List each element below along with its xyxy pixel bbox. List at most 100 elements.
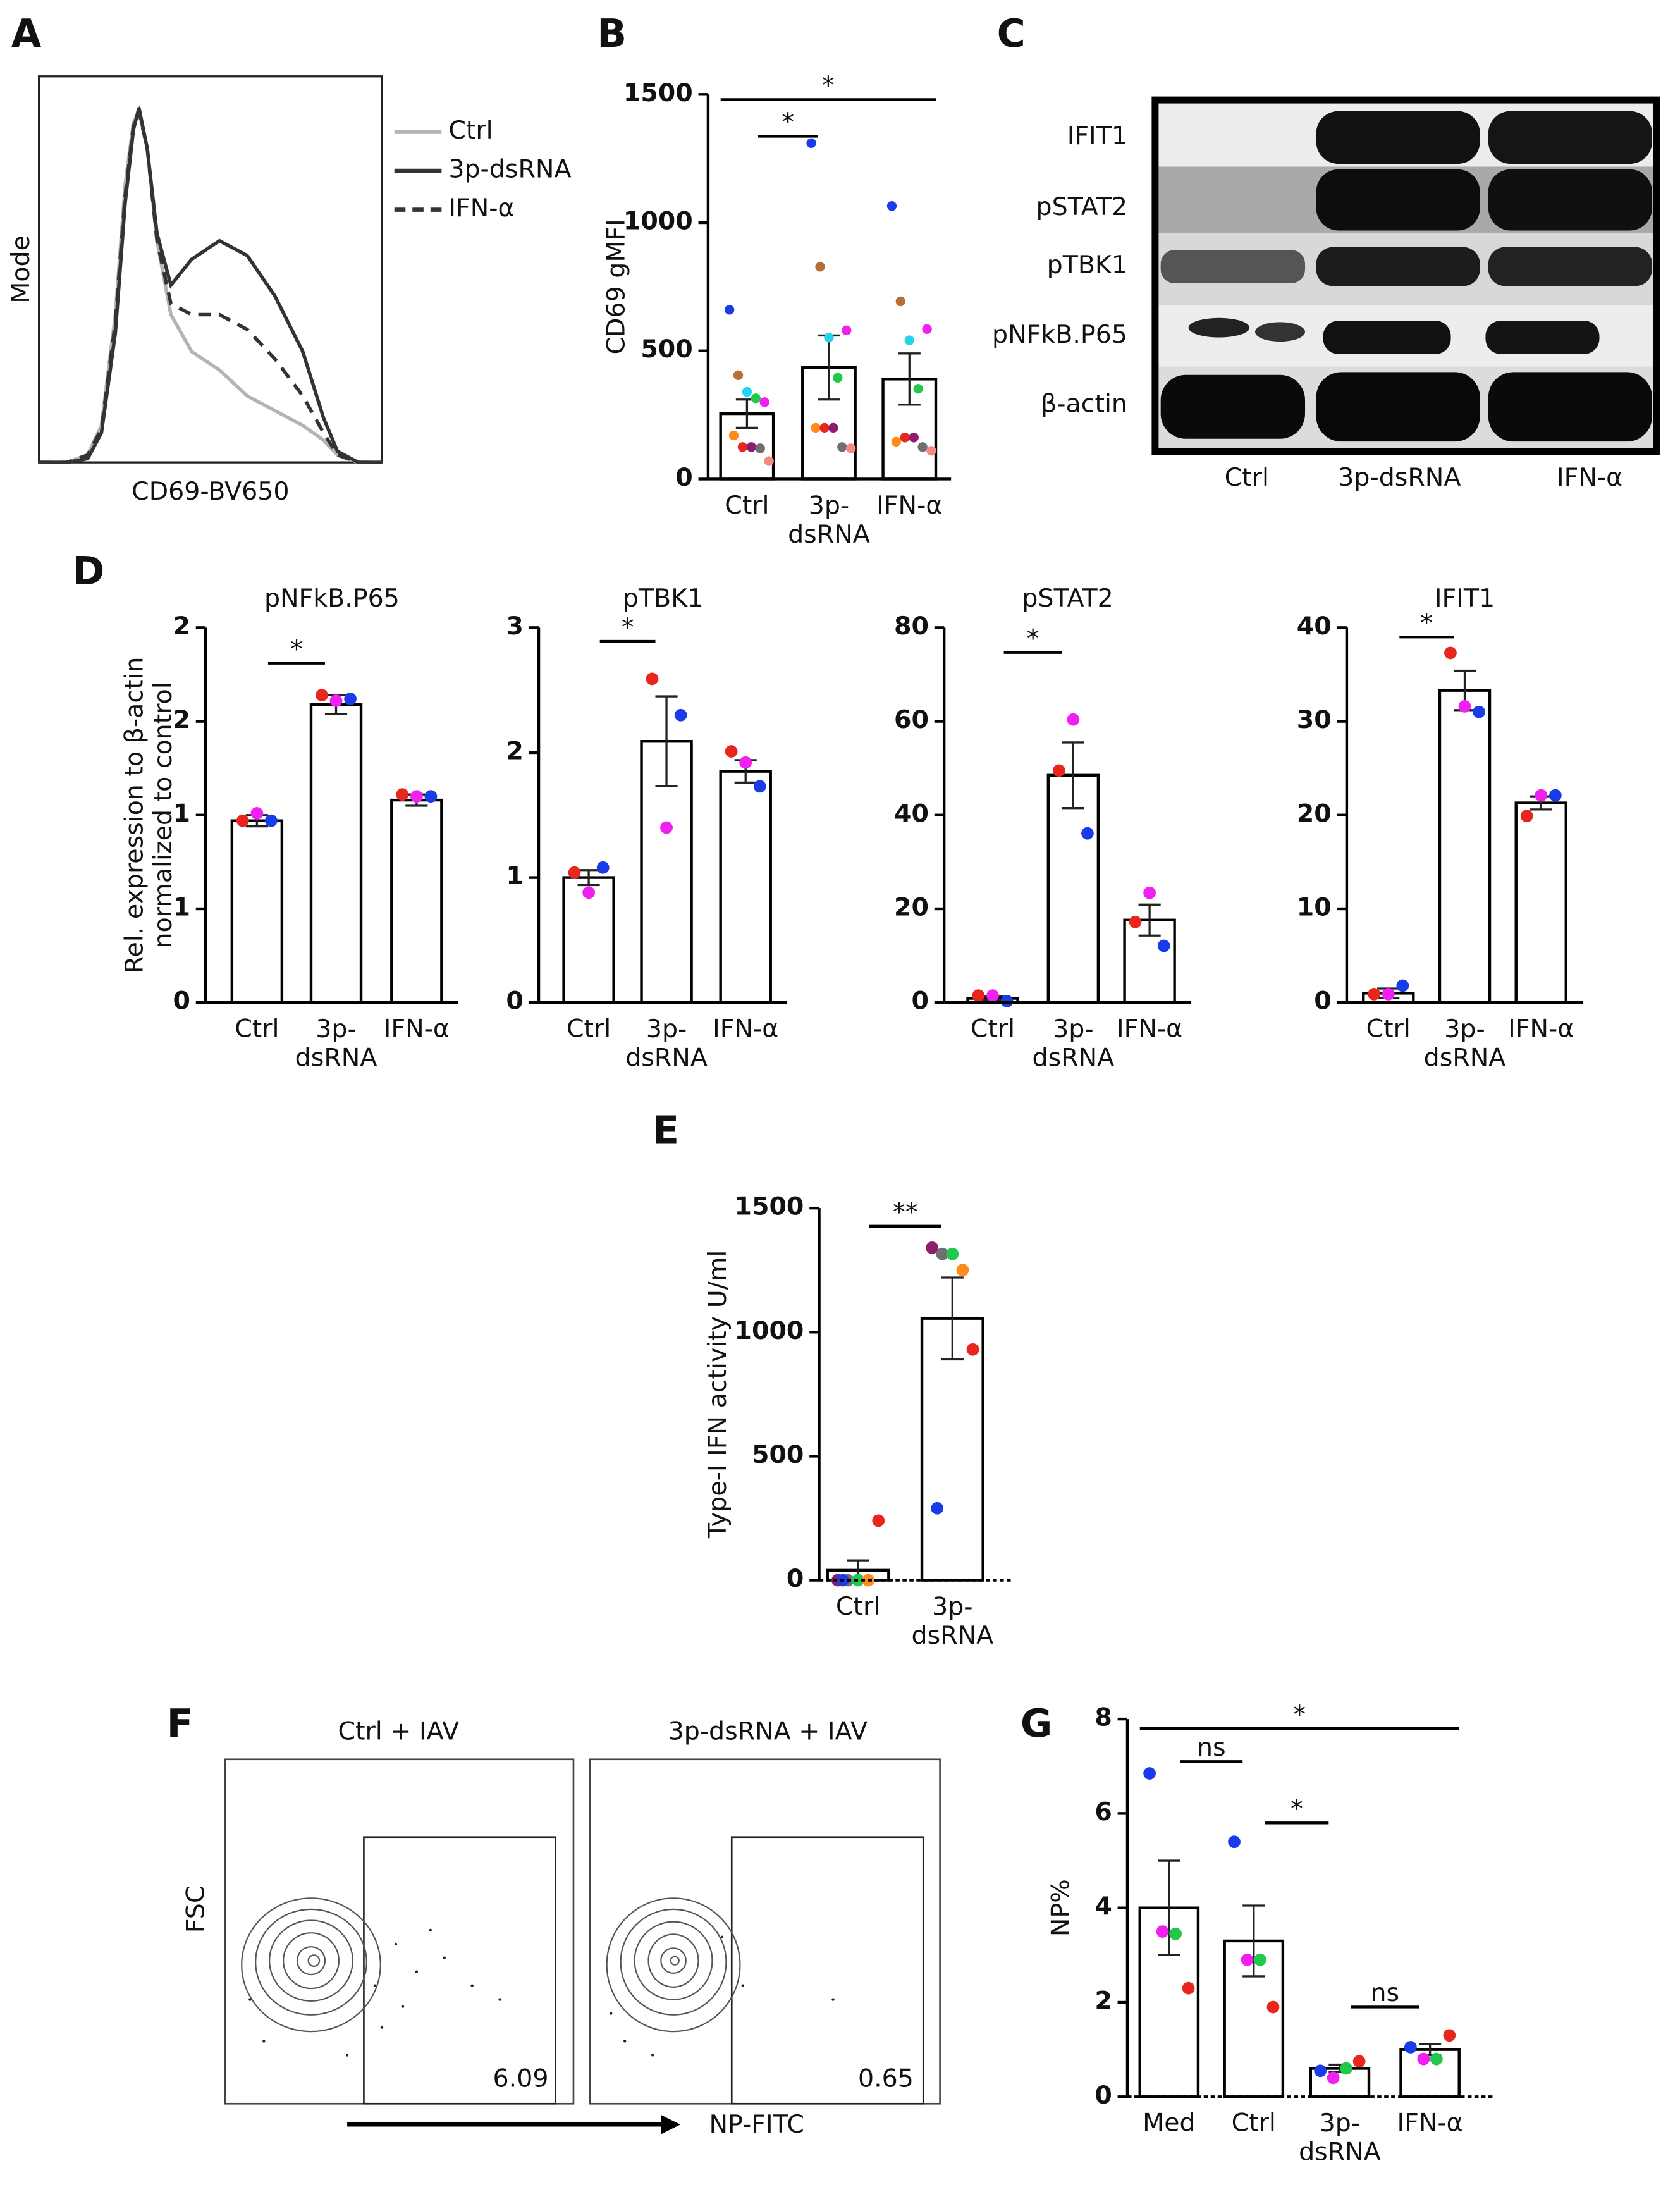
data-point xyxy=(1129,915,1142,928)
y-tick-label: 8 xyxy=(1094,1703,1112,1732)
flow-gate xyxy=(363,1836,556,2105)
significance-label: * xyxy=(290,634,303,663)
data-point xyxy=(1396,979,1409,992)
significance-label: * xyxy=(1027,624,1039,653)
plot-frame xyxy=(38,75,383,464)
data-point xyxy=(926,446,936,456)
blot-row-label: pTBK1 xyxy=(1047,250,1127,280)
bar xyxy=(230,819,284,1004)
data-point xyxy=(764,456,774,466)
x-tick-label: IFN-α xyxy=(1508,1014,1574,1044)
x-tick-label: 3p-dsRNA xyxy=(1033,1014,1115,1072)
data-point xyxy=(724,305,735,315)
bar xyxy=(1046,773,1100,1004)
significance-label: * xyxy=(1420,608,1433,638)
data-point xyxy=(1340,2062,1353,2075)
data-point xyxy=(828,422,838,433)
legend-label: 3p-dsRNA xyxy=(448,155,571,184)
flow-title: Ctrl + IAV xyxy=(338,1717,459,1746)
data-point xyxy=(424,790,438,803)
gate-value: 0.65 xyxy=(858,2064,914,2093)
significance-label: ns xyxy=(1197,1733,1226,1762)
band xyxy=(1160,374,1306,439)
band xyxy=(1316,111,1480,164)
y-tick-label: 60 xyxy=(894,705,929,734)
data-point xyxy=(1067,713,1080,726)
data-point xyxy=(737,442,748,452)
panel-label: B xyxy=(597,11,627,56)
data-point xyxy=(913,384,923,394)
data-point xyxy=(733,370,744,380)
x-axis-label: CD69-BV650 xyxy=(132,477,289,506)
data-point xyxy=(931,1501,944,1515)
data-point xyxy=(1368,987,1381,1001)
blot-frame xyxy=(1151,96,1660,455)
y-tick-label: 0 xyxy=(787,1564,804,1593)
data-point xyxy=(759,397,769,407)
band xyxy=(1316,169,1480,231)
y-tick-label: 1000 xyxy=(734,1316,804,1345)
x-tick-label: 3p-dsRNA xyxy=(1424,1014,1506,1072)
y-tick-label: 1 xyxy=(506,861,523,890)
data-point xyxy=(909,433,919,443)
data-point xyxy=(1443,2029,1456,2042)
band xyxy=(1254,322,1306,342)
bar xyxy=(390,798,443,1004)
data-point xyxy=(316,689,328,701)
data-point xyxy=(1430,2052,1443,2066)
data-point xyxy=(1143,886,1156,899)
significance-label: * xyxy=(822,71,835,100)
data-point xyxy=(344,693,357,705)
y-tick-label: 1 xyxy=(173,892,190,921)
y-tick-label: 40 xyxy=(894,799,929,828)
y-tick-label: 0 xyxy=(506,987,523,1016)
x-tick-label: IFN-α xyxy=(713,1014,778,1044)
data-point xyxy=(972,989,985,1002)
legend-label: Ctrl xyxy=(448,116,493,145)
data-point xyxy=(568,866,581,879)
panel-label: D xyxy=(72,549,104,594)
data-point xyxy=(596,861,610,874)
y-tick-label: 0 xyxy=(173,987,190,1016)
western-blot: IFIT1 pSTAT2 pTBK1 pNFkB.P65 β-actin Ctr… xyxy=(992,96,1660,492)
y-axis-label: Mode xyxy=(6,235,35,304)
data-point xyxy=(811,422,821,433)
x-tick-label: Ctrl xyxy=(836,1592,880,1621)
band xyxy=(1160,250,1306,283)
x-tick-label: 3p-dsRNA xyxy=(1299,2109,1381,2166)
contour xyxy=(241,1897,741,2033)
significance-label: * xyxy=(622,613,634,642)
bar xyxy=(562,876,615,1004)
data-point xyxy=(660,821,673,834)
data-point xyxy=(1182,1981,1195,1995)
panel-label: C xyxy=(997,11,1026,56)
data-point xyxy=(1444,646,1457,660)
x-tick-label: Ctrl xyxy=(971,1014,1015,1044)
data-point xyxy=(1417,2052,1430,2066)
data-point xyxy=(1327,2071,1340,2085)
panel-label: A xyxy=(11,11,42,56)
y-tick-label: 0 xyxy=(912,987,929,1016)
y-axis-label: CD69 gMFI xyxy=(602,219,631,354)
data-point xyxy=(833,373,843,383)
data-point xyxy=(1143,1767,1156,1780)
y-axis-label: NP% xyxy=(1046,1879,1075,1937)
data-point xyxy=(891,436,902,447)
data-point xyxy=(728,430,739,441)
y-axis-label: Rel. expression to β-actinnormalized to … xyxy=(120,656,177,973)
y-tick-label: 2 xyxy=(173,612,190,641)
data-point xyxy=(329,694,343,707)
blot-row-label: pNFkB.P65 xyxy=(992,320,1127,349)
bar xyxy=(309,703,363,1004)
data-point xyxy=(746,442,757,452)
y-tick-label: 80 xyxy=(894,612,929,641)
bar xyxy=(1514,801,1567,1004)
x-tick-label: Ctrl xyxy=(725,491,769,520)
y-tick-label: 2 xyxy=(1094,1986,1112,2015)
data-point xyxy=(1157,939,1170,952)
y-tick-label: 500 xyxy=(641,335,692,364)
significance-label: * xyxy=(1293,1700,1306,1729)
chart-title: pNFkB.P65 xyxy=(264,584,400,613)
band xyxy=(1485,321,1600,354)
flow-plots: Ctrl + IAV 3p-dsRNA + IAV 6.09 0.65 FSC … xyxy=(181,1717,941,2139)
